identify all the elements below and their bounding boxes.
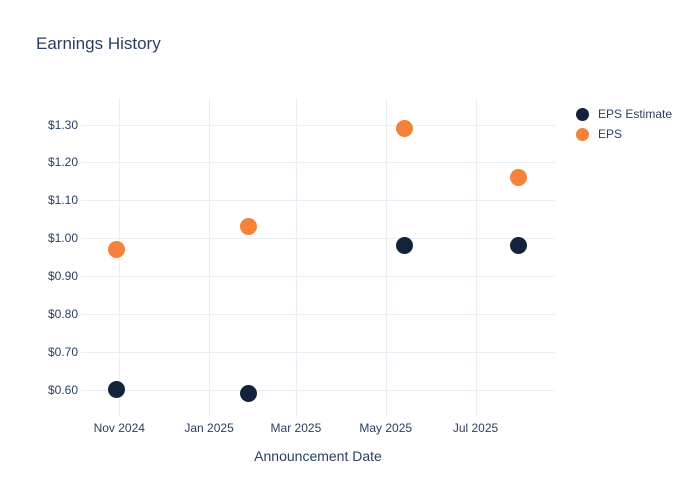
data-point-eps[interactable] [396, 119, 414, 137]
data-point-eps-estimate[interactable] [396, 237, 414, 255]
data-point-eps-estimate[interactable] [107, 381, 125, 398]
legend-marker-icon [576, 107, 589, 121]
legend-marker-icon [576, 127, 589, 141]
y-tick-label: $1.20 [47, 155, 78, 170]
gridline-horizontal [81, 200, 555, 202]
gridline-horizontal [81, 313, 555, 315]
gridline-horizontal [81, 275, 555, 277]
gridline-horizontal [81, 389, 555, 391]
y-tick-label: $0.60 [47, 382, 78, 397]
legend-item-label: EPS [598, 127, 623, 141]
gridline-vertical [209, 98, 211, 416]
gridline-vertical [295, 98, 297, 416]
data-point-eps-estimate[interactable] [509, 237, 527, 255]
legend-item-label: EPS Estimate [598, 107, 673, 121]
x-tick-label: Mar 2025 [270, 421, 322, 435]
x-tick-label: May 2025 [359, 421, 413, 435]
y-tick-label: $1.00 [47, 231, 78, 246]
x-tick-label: Jan 2025 [184, 421, 234, 435]
data-point-eps[interactable] [107, 240, 125, 258]
data-point-eps[interactable] [240, 218, 258, 236]
gridline-horizontal [81, 351, 555, 353]
legend: EPS Estimate EPS [576, 104, 672, 144]
chart-title: Earnings History [36, 34, 161, 53]
y-tick-label: $1.30 [47, 117, 78, 132]
x-tick-label: Nov 2024 [93, 421, 145, 435]
y-tick-label: $0.70 [47, 344, 78, 359]
gridline-vertical [385, 98, 387, 416]
plot-area[interactable] [81, 98, 555, 416]
y-tick-label: $0.80 [47, 306, 78, 321]
y-tick-label: $0.90 [47, 268, 78, 283]
x-axis-title: Announcement Date [254, 448, 382, 464]
gridline-horizontal [81, 238, 555, 240]
legend-item-eps-estimate[interactable]: EPS Estimate [576, 104, 672, 124]
data-point-eps[interactable] [509, 169, 527, 186]
x-tick-label: Jul 2025 [452, 421, 499, 435]
data-point-eps-estimate[interactable] [240, 384, 258, 402]
gridline-vertical [475, 98, 477, 416]
gridline-horizontal [81, 124, 555, 126]
gridline-horizontal [81, 162, 555, 164]
y-tick-label: $1.10 [47, 193, 78, 208]
legend-item-eps[interactable]: EPS [576, 124, 672, 144]
